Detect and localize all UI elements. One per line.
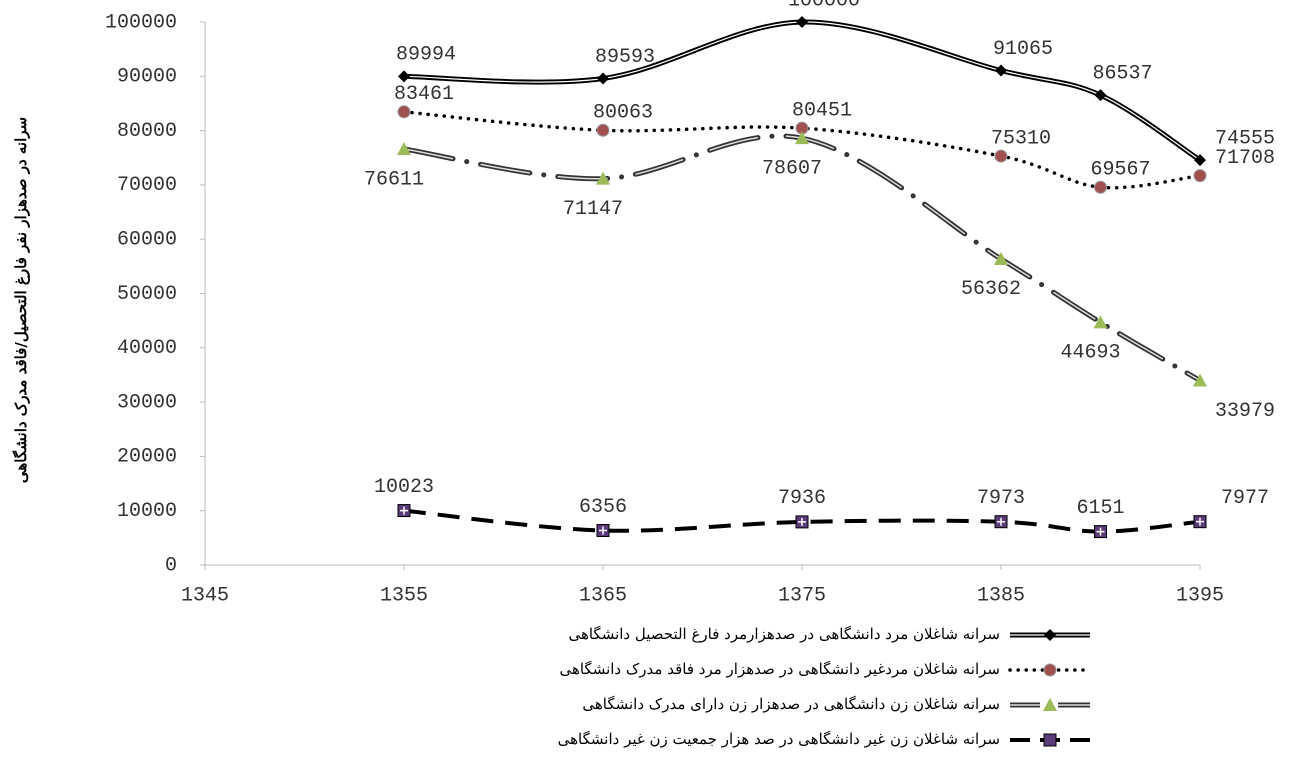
marker [397, 105, 411, 119]
marker [994, 251, 1008, 265]
y-tick-label: 100000 [105, 11, 177, 34]
series: 10023 6356 7936 7973 6151 7977 [374, 476, 1269, 539]
data-label: 6151 [1076, 497, 1124, 520]
data-label: 80063 [593, 102, 653, 125]
y-tick-label: 0 [165, 554, 177, 577]
y-tick-label: 70000 [117, 174, 177, 197]
marker [397, 142, 411, 156]
data-label: 44693 [1060, 342, 1120, 365]
y-tick-label: 80000 [117, 120, 177, 143]
marker [1193, 373, 1207, 387]
marker [1193, 169, 1207, 183]
data-label: 86537 [1092, 62, 1152, 85]
legend-marker [1043, 733, 1057, 747]
data-label: 89593 [595, 46, 655, 69]
data-label: 71147 [563, 198, 623, 221]
data-label: 7936 [778, 487, 826, 510]
data-label: 69567 [1090, 159, 1150, 182]
y-tick-label: 20000 [117, 446, 177, 469]
legend-marker-shape [1043, 663, 1057, 677]
legend-marker [1043, 698, 1057, 711]
legend-label: سرانه شاغلان زن غیر دانشگاهی در صد هزار … [558, 730, 1000, 748]
data-label: 80451 [792, 99, 852, 122]
data-label: 89994 [396, 44, 456, 67]
x-tick-label: 1375 [778, 584, 826, 607]
marker-cross [997, 517, 1005, 526]
series: 83461 80063 80451 75310 69567 71708 [394, 83, 1275, 194]
x-tick-label: 1355 [380, 584, 428, 607]
legend-entry: سرانه شاغلان زن غیر دانشگاهی در صد هزار … [558, 730, 1090, 748]
data-label: 33979 [1215, 400, 1275, 423]
data-label: 91065 [993, 38, 1053, 61]
data-label: 100000 [788, 0, 860, 12]
data-label: 78607 [762, 157, 822, 180]
marker [398, 70, 410, 83]
y-tick-label: 30000 [117, 391, 177, 414]
series-line-inner [403, 135, 1201, 382]
legend-marker [1044, 629, 1056, 641]
marker-cross [1096, 527, 1105, 536]
data-label: 75310 [991, 127, 1051, 150]
legend-marker-shape [1044, 629, 1056, 641]
marker [1094, 180, 1107, 194]
data-label: 10023 [374, 476, 434, 499]
data-label: 56362 [961, 278, 1021, 301]
marker [995, 64, 1007, 77]
marker-cross [798, 517, 806, 526]
series: 89994 89593 100000 91065 86537 74555 [396, 0, 1275, 167]
marker [597, 72, 609, 85]
legend-entry: سرانه شاغلان زن دانشگاهی در صدهزار زن دا… [582, 695, 1090, 713]
x-tick-label: 1365 [579, 584, 627, 607]
marker [596, 123, 610, 137]
legend-marker-shape [1043, 733, 1057, 747]
marker [795, 131, 809, 145]
data-label: 74555 [1215, 127, 1275, 150]
data-label: 6356 [579, 496, 627, 519]
marker-cross [1196, 517, 1204, 526]
legend-entry: سرانه شاغلان مردغیر دانشگاهی در صدهزار م… [559, 660, 1092, 678]
data-label: 7973 [977, 487, 1025, 510]
y-tick-label: 60000 [117, 228, 177, 251]
legend-label: سرانه شاغلان زن دانشگاهی در صدهزار زن دا… [582, 695, 1000, 713]
y-tick-label: 40000 [117, 337, 177, 360]
x-tick-label: 1385 [977, 584, 1025, 607]
data-label: 7977 [1221, 487, 1269, 510]
marker-cross [599, 526, 607, 535]
legend-entry: سرانه شاغلان مرد دانشگاهی در صدهزارمرد ف… [568, 625, 1090, 643]
x-tick-label: 1395 [1176, 584, 1224, 607]
legend-marker-shape [1043, 698, 1057, 711]
y-tick-label: 90000 [117, 66, 177, 89]
data-label: 76611 [364, 168, 424, 191]
legend-marker [1043, 663, 1057, 677]
y-tick-label: 10000 [117, 500, 177, 523]
marker-cross [400, 506, 408, 515]
y-axis-label: سرانه در صدهزار نفر فارغ التحصیل/فاقد مد… [12, 117, 30, 483]
marker [1093, 315, 1108, 329]
legend-label: سرانه شاغلان مردغیر دانشگاهی در صدهزار م… [559, 660, 1000, 678]
marker [994, 149, 1008, 163]
marker [796, 16, 808, 28]
marker [1194, 154, 1206, 167]
marker [596, 171, 610, 185]
series: 76611 71147 78607 56362 44693 33979 [364, 131, 1275, 423]
legend-label: سرانه شاغلان مرد دانشگاهی در صدهزارمرد ف… [568, 625, 1000, 643]
data-label: 71708 [1215, 147, 1275, 170]
y-tick-label: 50000 [117, 283, 177, 306]
x-tick-label: 1345 [181, 584, 229, 607]
marker [1094, 89, 1107, 102]
data-label: 83461 [394, 83, 454, 106]
